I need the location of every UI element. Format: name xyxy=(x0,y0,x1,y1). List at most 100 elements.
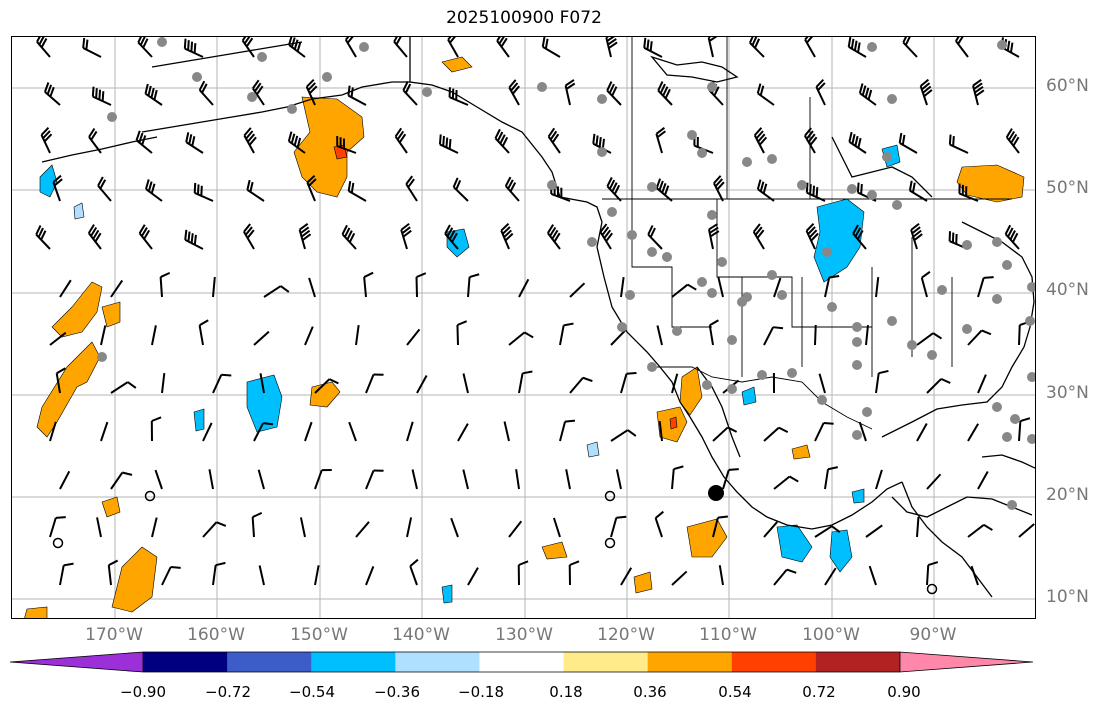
wind-barb xyxy=(756,83,775,106)
wind-barb xyxy=(763,426,789,442)
anomaly-orange xyxy=(24,606,48,618)
wind-barb xyxy=(150,416,162,442)
anomaly-orange xyxy=(36,341,101,438)
wind-barb xyxy=(804,37,816,58)
wind-barb xyxy=(161,566,181,586)
wind-barb xyxy=(107,559,119,586)
station-dot xyxy=(817,395,827,405)
wind-barb xyxy=(35,225,51,250)
station-dot xyxy=(852,337,862,347)
wind-barb xyxy=(708,319,719,346)
station-dot xyxy=(662,252,672,262)
station-dot xyxy=(97,352,107,362)
wind-barb xyxy=(400,222,412,250)
station-dot xyxy=(867,42,877,52)
colorbar-segment xyxy=(563,652,649,672)
wind-barb xyxy=(257,469,265,490)
wind-barb xyxy=(620,277,625,298)
wind-barb xyxy=(496,37,510,58)
calm-wind-circle xyxy=(926,583,938,595)
wind-barb xyxy=(243,223,255,250)
wind-barb xyxy=(967,523,993,538)
station-dot xyxy=(687,130,697,140)
wind-barb xyxy=(599,223,614,250)
wind-barb xyxy=(712,515,728,538)
station-dot xyxy=(797,180,807,190)
lat-label-20: 20°N xyxy=(1046,485,1089,505)
anomaly-blue xyxy=(39,164,58,198)
station-dot xyxy=(192,72,202,82)
wind-barb xyxy=(336,136,357,154)
calm-wind-circle xyxy=(144,490,156,502)
wind-barb xyxy=(620,371,637,394)
station-dot xyxy=(737,297,747,307)
colorbar-segment xyxy=(900,652,1033,672)
wind-barb xyxy=(144,83,163,106)
wind-barb xyxy=(647,225,663,250)
wind-barb xyxy=(96,517,102,538)
anomaly-fills xyxy=(24,56,1025,618)
colorbar-tick: 0.72 xyxy=(802,683,836,701)
wind-barb xyxy=(91,86,112,106)
wind-barb xyxy=(462,469,469,490)
station-dot xyxy=(777,290,787,300)
wind-barb xyxy=(365,566,375,586)
station-dot xyxy=(827,302,837,312)
wind-barb xyxy=(59,279,72,298)
wind-barb xyxy=(852,224,867,250)
colorbar xyxy=(10,651,1034,673)
station-dot xyxy=(322,72,332,82)
station-dot xyxy=(767,154,777,164)
wind-barb xyxy=(977,374,987,394)
wind-barb xyxy=(59,470,71,490)
station-dot xyxy=(937,285,947,295)
lon-label-140: 140°W xyxy=(392,625,450,645)
station-dot xyxy=(359,42,369,52)
station-dot xyxy=(697,148,707,158)
station-dot xyxy=(697,277,707,287)
station-dot xyxy=(1002,260,1012,270)
station-dot xyxy=(927,350,937,360)
wind-barb xyxy=(908,180,928,202)
lon-label-170: 170°W xyxy=(85,625,143,645)
wind-barb xyxy=(263,285,290,298)
wind-barb xyxy=(405,175,418,202)
station-dot xyxy=(607,207,617,217)
station-dot xyxy=(1027,434,1035,444)
wind-barb xyxy=(184,229,204,250)
station-dot xyxy=(625,290,635,300)
wind-barb xyxy=(656,325,663,346)
wind-barb xyxy=(467,273,480,298)
wind-barb xyxy=(49,516,66,538)
wind-barb xyxy=(288,37,306,58)
wind-barb xyxy=(406,517,413,538)
wind-barb xyxy=(868,565,877,586)
wind-barb xyxy=(55,367,66,394)
wind-barb xyxy=(875,369,889,394)
station-dot xyxy=(647,362,657,372)
wind-barb xyxy=(564,79,576,106)
wind-barb xyxy=(606,81,622,106)
wind-barb xyxy=(287,131,306,154)
wind-barb xyxy=(110,471,133,490)
wind-barb xyxy=(344,37,357,58)
station-dot xyxy=(597,147,607,157)
station-dot xyxy=(882,152,892,162)
wind-barb xyxy=(804,127,818,154)
wind-barb xyxy=(569,282,586,298)
wind-barb xyxy=(183,38,204,58)
wind-barb xyxy=(494,128,510,154)
colorbar-tick: 0.90 xyxy=(887,683,921,701)
wind-barb xyxy=(967,423,979,442)
station-dot xyxy=(767,270,777,280)
wind-barb xyxy=(341,224,357,250)
station-dot xyxy=(587,237,597,247)
anomaly-blue xyxy=(741,386,757,406)
calm-wind-circle xyxy=(604,537,616,549)
wind-barb xyxy=(875,469,883,490)
wind-barb xyxy=(655,126,667,154)
station-dot xyxy=(727,335,737,345)
station-dot xyxy=(647,247,657,257)
wind-barb xyxy=(605,37,618,58)
wind-barb xyxy=(193,182,214,202)
